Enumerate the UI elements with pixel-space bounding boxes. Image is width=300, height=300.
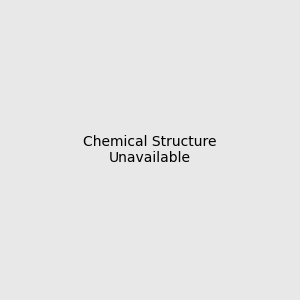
Text: Chemical Structure
Unavailable: Chemical Structure Unavailable bbox=[83, 135, 217, 165]
